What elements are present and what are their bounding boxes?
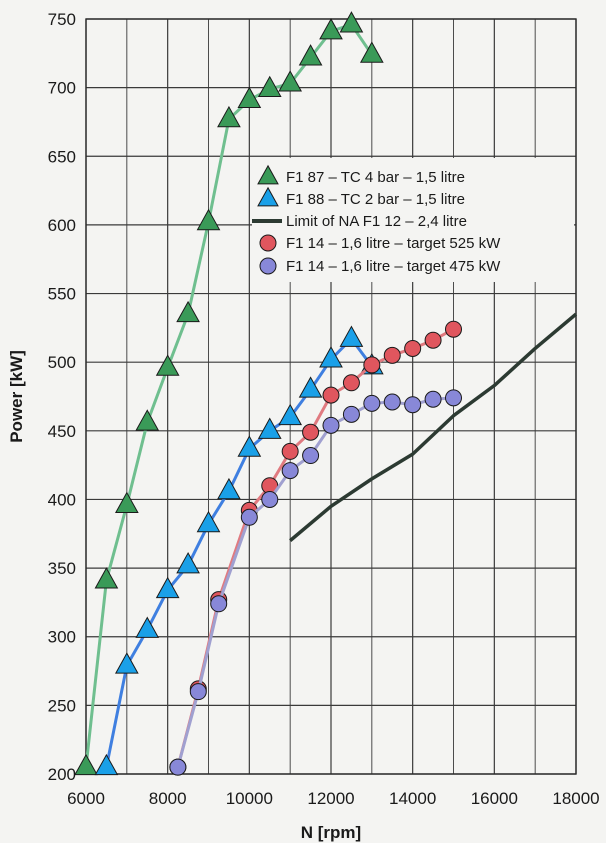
y-tick-label: 200	[48, 765, 76, 784]
series-line	[289, 312, 578, 542]
triangle-marker	[196, 510, 221, 533]
circle-marker	[363, 394, 381, 412]
triangle-marker	[298, 44, 323, 66]
triangle-marker	[114, 491, 139, 513]
triangle-marker	[94, 567, 119, 589]
circle-marker	[210, 595, 228, 613]
triangle-marker	[237, 86, 262, 109]
triangle-marker	[237, 435, 262, 457]
circle-marker	[322, 416, 340, 434]
circle-marker	[261, 490, 279, 508]
legend-entry-label: Limit of NA F1 12 – 2,4 litre	[286, 213, 467, 230]
legend-triangle-symbol	[257, 186, 279, 207]
circle-marker	[404, 339, 422, 357]
series-3	[289, 312, 578, 542]
legend-entry-label: F1 14 – 1,6 litre – target 475 kW	[286, 258, 501, 275]
triangle-marker	[278, 70, 303, 92]
triangle-marker	[339, 325, 364, 347]
series-layer	[74, 11, 578, 776]
triangle-marker	[135, 409, 160, 431]
circle-marker	[302, 447, 320, 465]
x-tick-label: 8000	[149, 789, 187, 808]
circle-marker	[322, 386, 340, 404]
y-tick-label: 750	[48, 10, 76, 29]
triangle-marker	[176, 552, 200, 574]
legend-triangle-symbol	[257, 164, 279, 185]
triangle-marker	[176, 300, 200, 323]
circle-marker	[445, 320, 462, 338]
circle-marker	[342, 374, 360, 392]
circle-marker	[424, 390, 442, 408]
x-tick-label: 14000	[389, 789, 436, 808]
legend-circle-symbol	[259, 234, 277, 252]
series-1	[74, 11, 384, 776]
triangle-marker	[319, 346, 343, 368]
y-tick-label: 600	[48, 216, 76, 235]
triangle-marker	[359, 41, 384, 63]
triangle-marker	[257, 75, 282, 98]
circle-marker	[383, 393, 401, 411]
triangle-marker	[155, 576, 180, 599]
y-tick-label: 500	[48, 353, 76, 372]
x-tick-label: 16000	[471, 789, 518, 808]
x-tick-label: 12000	[307, 789, 354, 808]
y-tick-label: 700	[48, 79, 76, 98]
triangle-marker	[298, 376, 323, 398]
x-tick-label: 18000	[552, 789, 599, 808]
circle-marker	[383, 346, 401, 364]
triangle-marker	[74, 753, 98, 776]
legend-background	[252, 158, 574, 282]
triangle-marker	[94, 753, 119, 776]
y-tick-label: 250	[48, 696, 76, 715]
triangle-marker	[319, 18, 343, 40]
triangle-marker	[135, 616, 160, 638]
y-tick-label: 350	[48, 559, 76, 578]
triangle-marker	[339, 11, 364, 33]
triangle-marker	[155, 354, 180, 376]
y-tick-label: 300	[48, 628, 76, 647]
triangle-marker	[114, 652, 139, 674]
legend-entry-label: F1 87 – TC 4 bar – 1,5 litre	[286, 169, 465, 186]
legend-entry-label: F1 14 – 1,6 litre – target 525 kW	[286, 235, 501, 252]
x-tick-label: 10000	[226, 789, 273, 808]
triangle-marker	[196, 208, 221, 231]
y-axis-title: Power [kW]	[7, 350, 26, 443]
circle-marker	[169, 758, 187, 776]
y-tick-label: 450	[48, 422, 76, 441]
y-tick-label: 550	[48, 285, 76, 304]
circle-marker	[302, 423, 320, 441]
circle-marker	[281, 462, 299, 480]
tick-labels: 6000 8000 10000 12000 14000 16000 18000 200 250 3…	[48, 10, 600, 808]
triangle-marker	[217, 105, 241, 128]
circle-marker	[363, 356, 381, 374]
x-axis-title: N [rpm]	[301, 823, 361, 842]
circle-marker	[281, 442, 299, 460]
circle-marker	[240, 508, 258, 526]
circle-marker	[445, 389, 462, 407]
circle-marker	[342, 405, 360, 423]
circle-marker	[424, 331, 442, 349]
legend-circle-symbol	[259, 257, 277, 275]
circle-marker	[189, 683, 207, 701]
y-tick-label: 400	[48, 490, 76, 509]
legend-entry-label: F1 88 – TC 2 bar – 1,5 litre	[286, 191, 465, 208]
triangle-marker	[257, 417, 282, 439]
x-tick-label: 6000	[67, 789, 105, 808]
series-5	[169, 389, 462, 776]
legend: F1 87 – TC 4 bar – 1,5 litre F1 88 – TC 2…	[252, 158, 574, 282]
triangle-marker	[217, 477, 241, 500]
y-tick-label: 650	[48, 147, 76, 166]
triangle-marker	[278, 403, 303, 426]
circle-marker	[404, 396, 422, 414]
